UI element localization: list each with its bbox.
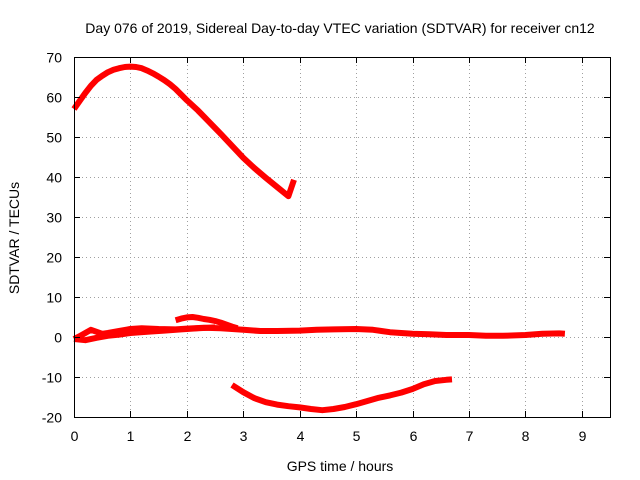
y-tick-label: 20 xyxy=(46,250,62,266)
data-series xyxy=(71,63,566,414)
x-tick-label: 5 xyxy=(353,428,361,444)
x-tick-label: 3 xyxy=(240,428,248,444)
x-tick-label: 1 xyxy=(127,428,135,444)
series-near-zero-b xyxy=(73,324,216,344)
x-tick-label: 6 xyxy=(410,428,418,444)
x-tick-label: 0 xyxy=(71,428,79,444)
plot-frame xyxy=(74,57,611,418)
y-axis-title: SDTVAR / TECUs xyxy=(6,182,22,294)
x-tick-label: 2 xyxy=(184,428,192,444)
y-tick-label: 70 xyxy=(46,50,62,66)
x-tick-label: 9 xyxy=(579,428,587,444)
y-tick-label: 40 xyxy=(46,170,62,186)
y-tick-label: 50 xyxy=(46,130,62,146)
grid-lines xyxy=(74,57,610,417)
series-arc-low xyxy=(230,376,453,414)
y-tick-label: 0 xyxy=(54,330,62,346)
axis-ticks: 0 1 2 3 4 5 6 7 8 9 -20 -10 0 10 20 30 40 50 60 70 xyxy=(42,50,610,444)
x-tick-label: 8 xyxy=(522,428,530,444)
series-hump xyxy=(174,314,239,332)
chart-title: Day 076 of 2019, Sidereal Day-to-day VTE… xyxy=(85,20,595,36)
x-axis-title: GPS time / hours xyxy=(287,458,394,474)
x-tick-label: 7 xyxy=(466,428,474,444)
x-tick-label: 4 xyxy=(297,428,305,444)
y-tick-label: 60 xyxy=(46,90,62,106)
y-tick-label: -20 xyxy=(42,410,62,426)
y-tick-label: -10 xyxy=(42,370,62,386)
y-tick-label: 10 xyxy=(46,290,62,306)
series-arc-high xyxy=(71,63,297,200)
y-tick-label: 30 xyxy=(46,210,62,226)
